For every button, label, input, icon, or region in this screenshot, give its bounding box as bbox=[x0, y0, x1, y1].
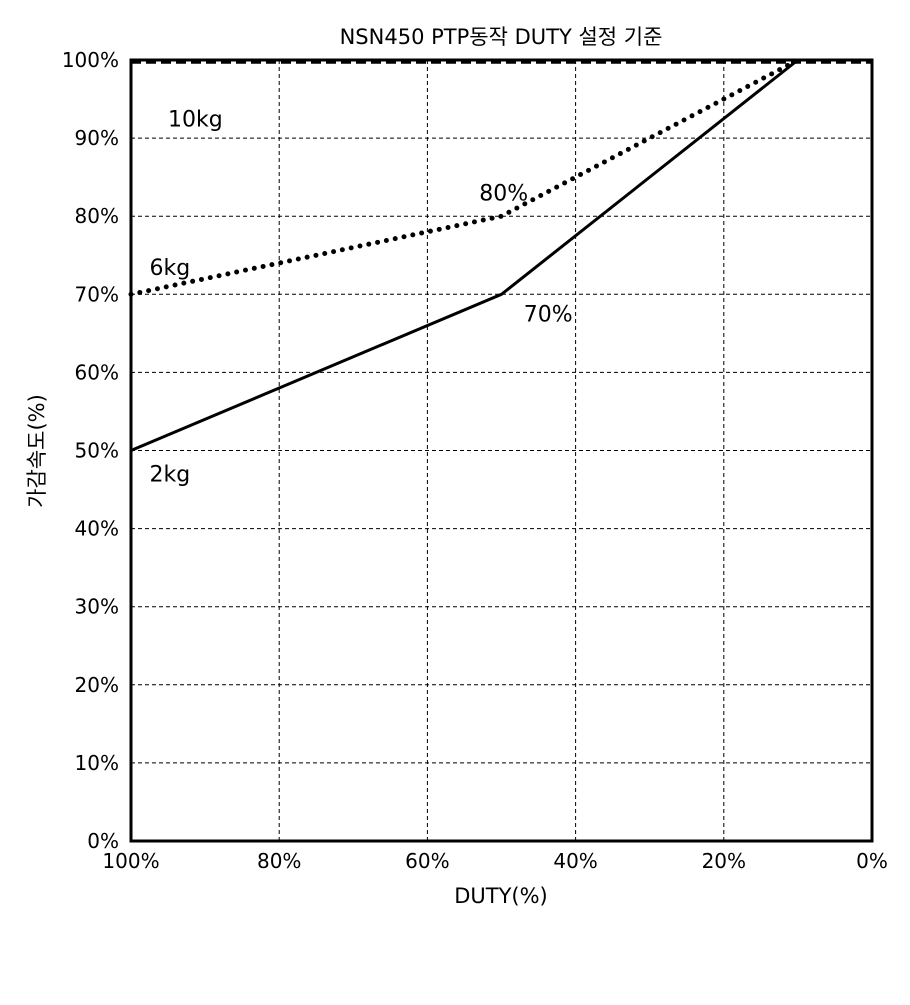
y-tick-label: 40% bbox=[75, 517, 119, 541]
x-tick-label: 80% bbox=[257, 849, 301, 873]
x-tick-label: 20% bbox=[702, 849, 746, 873]
chart-title: NSN450 PTP동작 DUTY 설정 기준 bbox=[340, 25, 663, 49]
y-tick-label: 70% bbox=[75, 282, 119, 306]
grid bbox=[131, 60, 872, 841]
y-tick-label: 80% bbox=[75, 204, 119, 228]
x-tick-label: 40% bbox=[553, 849, 597, 873]
y-tick-label: 60% bbox=[75, 360, 119, 384]
y-tick-labels: 0% 10% 20% 30% 40% 50% 60% 70% 80% 90% 100% bbox=[62, 48, 119, 853]
x-tick-label: 60% bbox=[405, 849, 449, 873]
series-line-6kg bbox=[128, 57, 801, 297]
series-label-2kg: 2kg bbox=[150, 463, 191, 488]
y-tick-label: 10% bbox=[75, 751, 119, 775]
y-axis-title: 가감속도(%) bbox=[25, 394, 49, 508]
series-label-6kg: 6kg bbox=[150, 256, 191, 281]
series-label-10kg: 10kg bbox=[168, 107, 223, 132]
series-line-2kg bbox=[130, 58, 799, 452]
x-axis-title: DUTY(%) bbox=[454, 884, 548, 908]
x-tick-label: 100% bbox=[102, 849, 159, 873]
annotation-label: 70% bbox=[524, 303, 573, 328]
annotation-label: 80% bbox=[479, 182, 528, 207]
y-tick-label: 0% bbox=[87, 829, 119, 853]
y-tick-label: 90% bbox=[75, 126, 119, 150]
y-tick-label: 50% bbox=[75, 439, 119, 463]
y-tick-label: 30% bbox=[75, 595, 119, 619]
series-layer bbox=[128, 57, 872, 452]
annotations: 10kg 6kg 2kg 80% 70% bbox=[150, 107, 573, 487]
y-tick-label: 100% bbox=[62, 48, 119, 72]
x-tick-labels: 100% 80% 60% 40% 20% 0% bbox=[102, 849, 887, 873]
y-tick-label: 20% bbox=[75, 673, 119, 697]
plot-frame bbox=[129, 58, 874, 843]
x-tick-label: 0% bbox=[856, 849, 888, 873]
